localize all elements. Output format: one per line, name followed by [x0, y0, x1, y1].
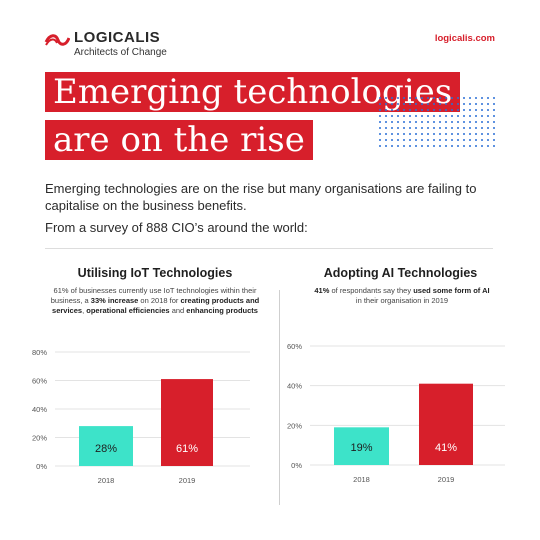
y-tick-label: 20% — [287, 421, 302, 430]
headline-line-1: Emerging technologies — [45, 72, 461, 112]
site-url-link[interactable]: logicalis.com — [434, 33, 495, 44]
logicalis-logo-icon — [44, 34, 70, 46]
bar-2018 — [79, 426, 133, 466]
section-divider — [45, 248, 493, 249]
brand-name: LOGICALIS — [74, 29, 161, 46]
x-tick-label: 2019 — [179, 476, 196, 485]
x-tick-label: 2018 — [98, 476, 115, 485]
iot-chart-description: 61% of businesses currently use IoT tech… — [50, 286, 260, 315]
y-tick-label: 80% — [32, 348, 47, 357]
y-tick-label: 40% — [32, 405, 47, 414]
y-tick-label: 60% — [287, 342, 302, 351]
bar-2018 — [334, 427, 389, 465]
y-tick-label: 40% — [287, 382, 302, 391]
ai-chart-title: Adopting AI Technologies — [323, 266, 478, 280]
bar-value-label: 41% — [435, 442, 457, 454]
bar-value-label: 19% — [350, 442, 372, 454]
bar-value-label: 28% — [95, 443, 117, 455]
headline-line-2: are on the rise — [45, 120, 313, 160]
y-tick-label: 0% — [291, 461, 302, 470]
logo: LOGICALIS Architects of Change — [44, 29, 167, 58]
bar-2019 — [161, 379, 213, 466]
survey-text: From a survey of 888 CIO’s around the wo… — [45, 220, 308, 235]
intro-text: Emerging technologies are on the rise bu… — [45, 181, 477, 213]
y-tick-label: 60% — [32, 377, 47, 386]
bar-value-label: 61% — [176, 443, 198, 455]
y-tick-label: 20% — [32, 434, 47, 443]
x-tick-label: 2018 — [353, 475, 370, 484]
vertical-divider — [279, 290, 280, 505]
brand-tagline: Architects of Change — [74, 47, 167, 58]
decorative-dot-grid — [379, 97, 495, 147]
ai-chart-description: 41% of respondants say they used some fo… — [314, 286, 490, 305]
iot-chart-title: Utilising IoT Technologies — [77, 266, 233, 280]
y-tick-label: 0% — [36, 462, 47, 471]
x-tick-label: 2019 — [438, 475, 455, 484]
bar-2019 — [419, 383, 473, 465]
